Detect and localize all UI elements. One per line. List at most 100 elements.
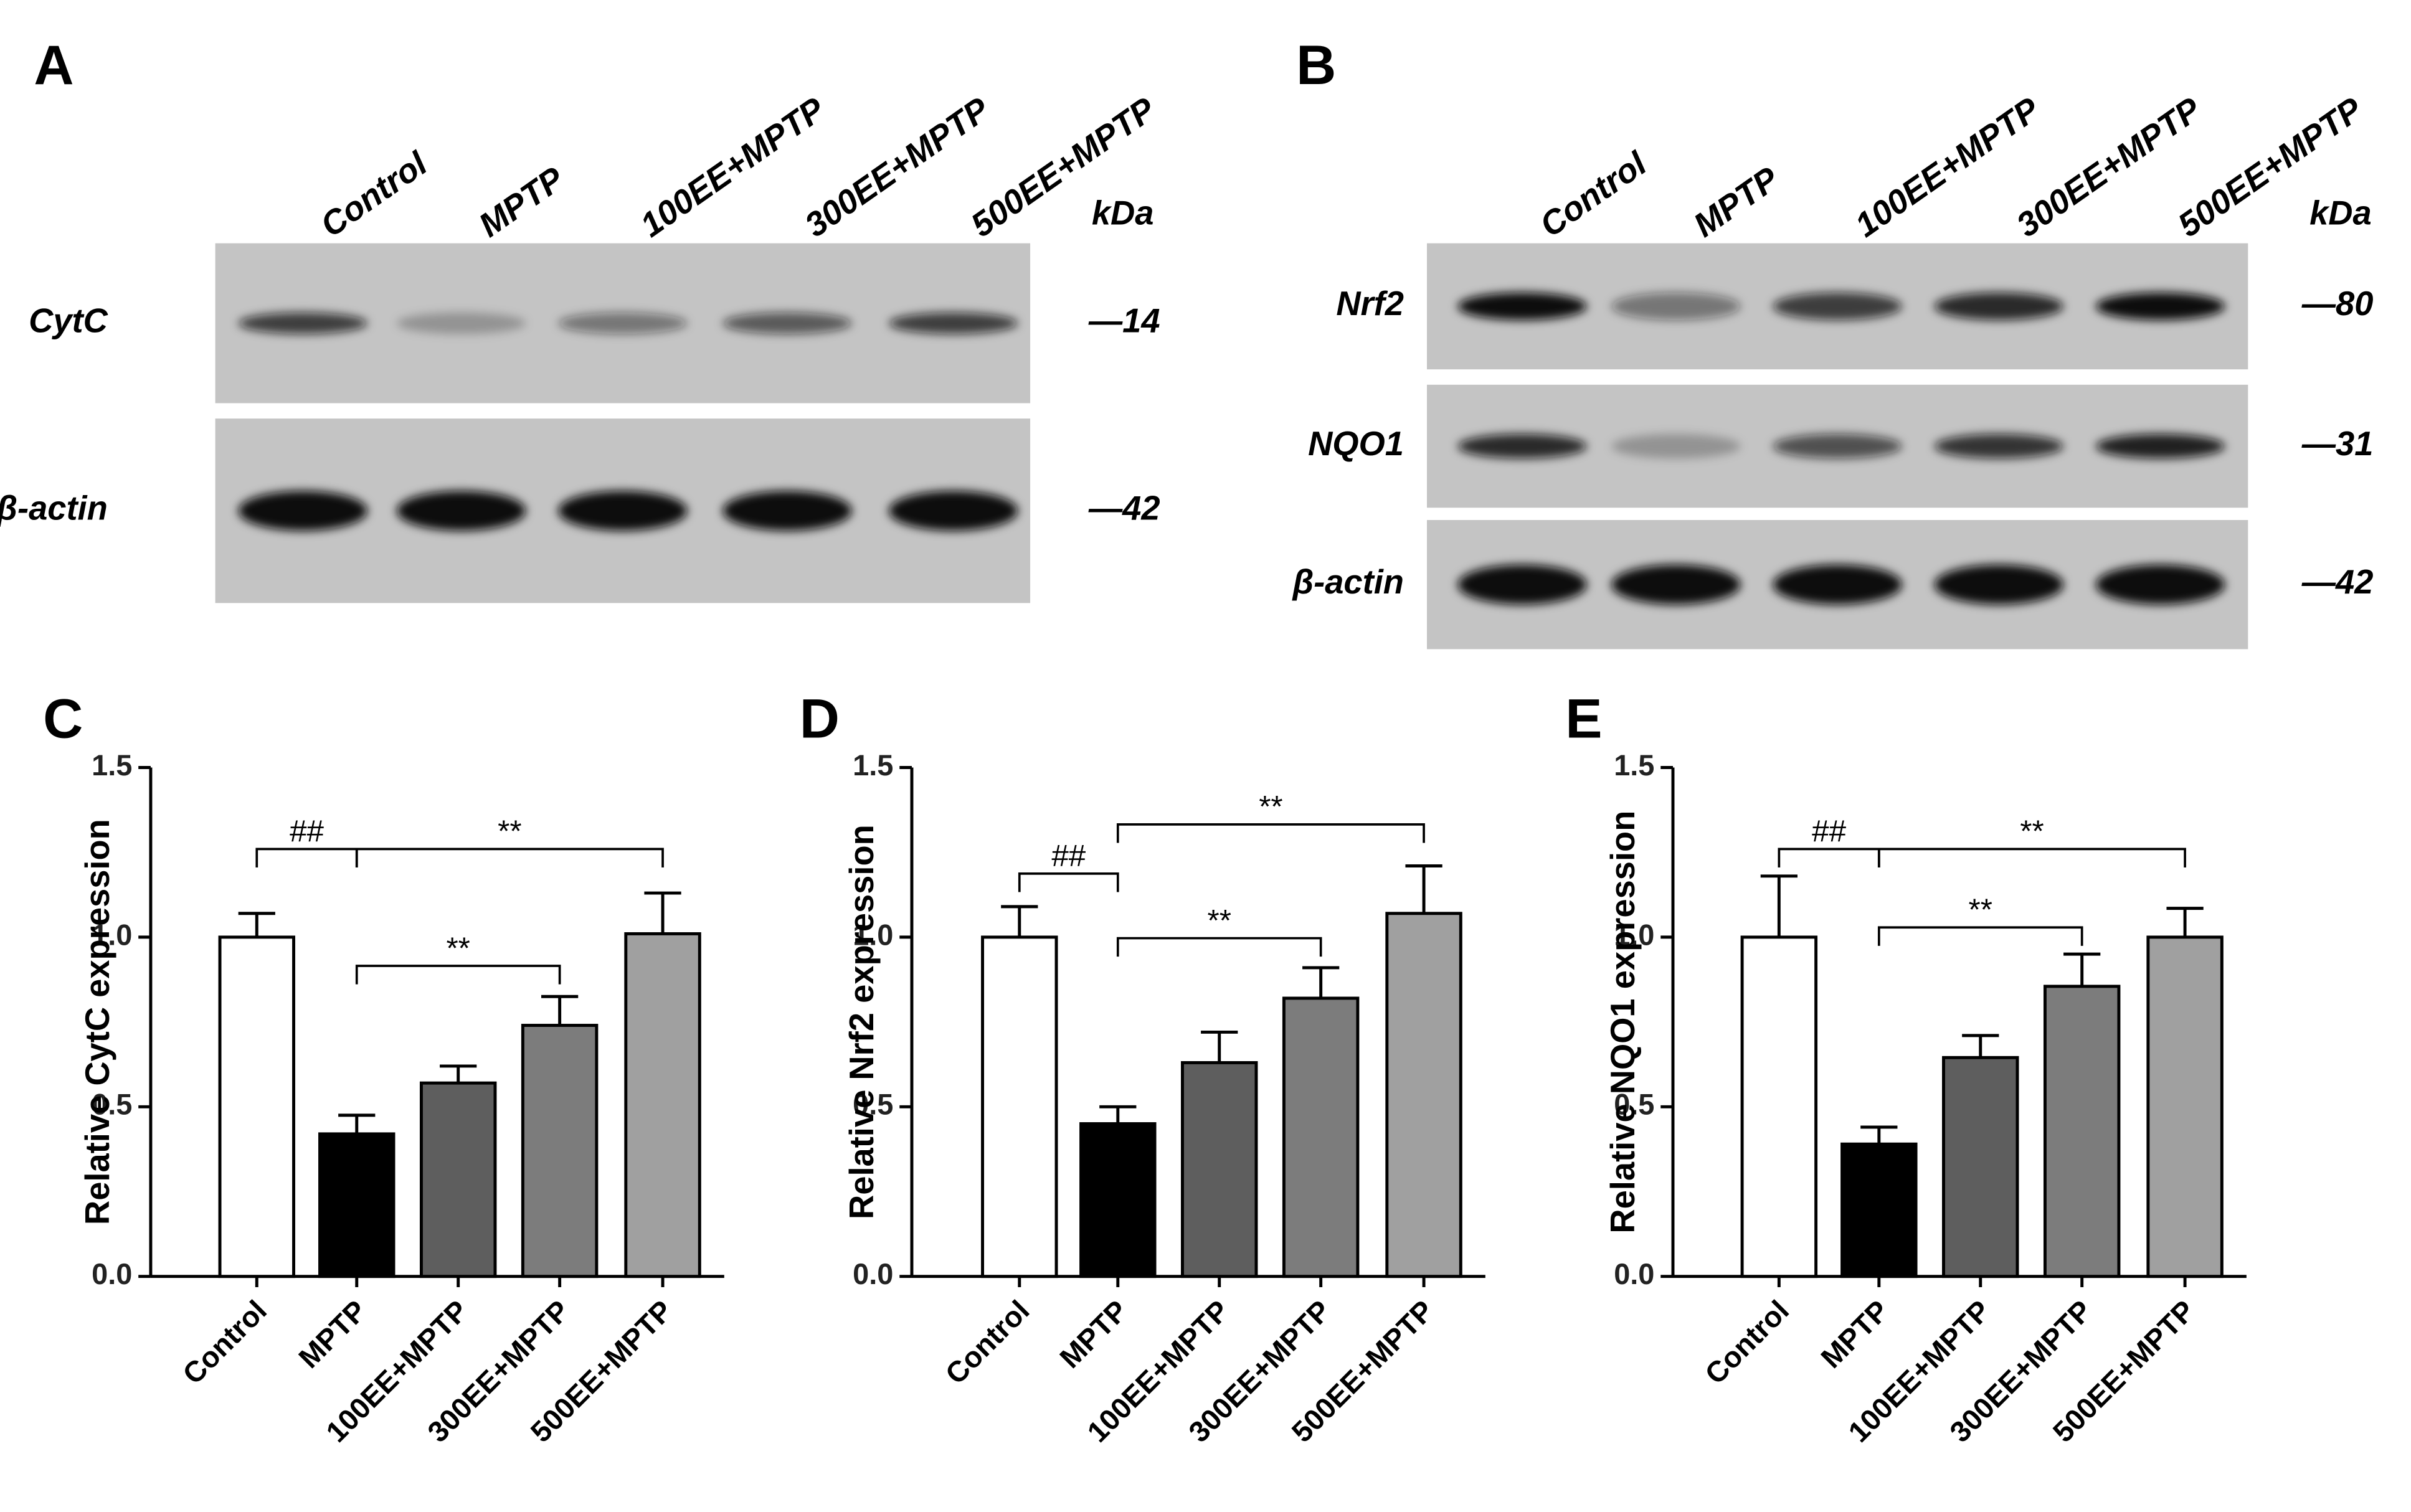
y-tick-label: 1.0 xyxy=(853,919,893,951)
significance-bracket xyxy=(355,848,664,867)
x-tick-label: MPTP xyxy=(1815,1294,1895,1374)
size-marker: —42 xyxy=(1088,489,1160,527)
significance-label: ** xyxy=(446,931,470,965)
blot-band xyxy=(558,312,688,334)
significance-bracket xyxy=(1877,926,2083,946)
significance-label: ** xyxy=(2020,815,2044,849)
bar xyxy=(218,935,295,1278)
significance-bracket xyxy=(255,848,358,867)
bar xyxy=(1181,1061,1258,1278)
blot-band xyxy=(1934,564,2064,605)
blot-band xyxy=(1611,292,1741,321)
x-tick-label: MPTP xyxy=(1054,1294,1134,1374)
y-axis-label: Relative Nrf2 expression xyxy=(843,825,881,1219)
blot-band xyxy=(1934,292,2064,321)
bar xyxy=(318,1132,396,1278)
significance-label: ## xyxy=(1812,815,1846,849)
blot-band xyxy=(722,312,852,334)
blot-band xyxy=(1773,564,1902,605)
blot-band xyxy=(888,491,1018,531)
panel-label: B xyxy=(1296,34,1336,96)
row-label: CytC xyxy=(29,301,108,339)
significance-label: ** xyxy=(1208,904,1231,938)
significance-label: ## xyxy=(1051,839,1086,873)
significance-bracket xyxy=(1116,823,1425,843)
bar xyxy=(981,935,1058,1278)
significance-bracket xyxy=(1877,848,2186,867)
lane-label: 300EE+MPTP xyxy=(798,90,997,245)
row-label: β-actin xyxy=(1291,563,1404,601)
bar xyxy=(1282,996,1360,1278)
bar xyxy=(2043,985,2121,1278)
blot-band xyxy=(1611,564,1741,605)
blot-band xyxy=(1457,564,1587,605)
bar xyxy=(1942,1056,2019,1278)
y-tick-label: 0.0 xyxy=(853,1258,893,1290)
blot-band xyxy=(396,491,526,531)
lane-label: Control xyxy=(1533,144,1654,245)
y-axis-label: Relative CytC expression xyxy=(78,819,116,1225)
y-tick-label: 0.0 xyxy=(1614,1258,1654,1290)
x-tick-label: Control xyxy=(1698,1294,1795,1391)
lane-label: 100EE+MPTP xyxy=(633,90,832,245)
size-marker: —80 xyxy=(2301,285,2374,323)
y-tick-label: 1.5 xyxy=(853,749,893,782)
significance-label: ** xyxy=(1969,893,1992,927)
blot-band xyxy=(1457,292,1587,321)
x-tick-label: Control xyxy=(176,1294,273,1391)
blot-band xyxy=(1457,433,1587,459)
lane-label: Control xyxy=(313,144,435,245)
row-label: Nrf2 xyxy=(1336,285,1404,323)
blot-band xyxy=(722,491,852,531)
size-marker: —31 xyxy=(2301,425,2374,463)
blot-band xyxy=(1611,433,1741,459)
blot-band xyxy=(238,491,368,531)
y-tick-label: 0.5 xyxy=(853,1089,893,1121)
size-marker: —42 xyxy=(2301,563,2374,601)
bar xyxy=(1385,912,1462,1278)
blot-band xyxy=(1773,292,1902,321)
unit-label: kDa xyxy=(2309,194,2372,232)
blot-band xyxy=(2095,292,2225,321)
bar xyxy=(624,932,701,1278)
significance-bracket xyxy=(1778,848,1880,867)
significance-label: ** xyxy=(1259,790,1282,824)
blot-band xyxy=(558,491,688,531)
y-tick-label: 1.0 xyxy=(92,919,132,951)
row-label: β-actin xyxy=(0,489,108,527)
y-tick-label: 0.5 xyxy=(92,1089,132,1121)
significance-bracket xyxy=(1116,937,1322,957)
y-tick-label: 1.0 xyxy=(1614,919,1654,951)
blot-band xyxy=(396,312,526,334)
y-axis-label: Relative NQO1 expression xyxy=(1604,811,1642,1234)
blot-band xyxy=(238,312,368,334)
bar xyxy=(521,1024,599,1278)
unit-label: kDa xyxy=(1092,194,1154,232)
significance-bracket xyxy=(355,965,561,985)
y-tick-label: 1.5 xyxy=(92,749,132,782)
lane-label: MPTP xyxy=(472,159,571,245)
size-marker: —14 xyxy=(1088,301,1160,339)
x-tick-label: Control xyxy=(939,1294,1036,1391)
blot-band xyxy=(2095,564,2225,605)
bar xyxy=(1740,935,1818,1278)
blot-band xyxy=(1773,433,1902,459)
bar xyxy=(1079,1122,1157,1278)
panel-label: C xyxy=(43,687,83,749)
significance-bracket xyxy=(1018,872,1119,892)
y-tick-label: 0.5 xyxy=(1614,1089,1654,1121)
blot-band xyxy=(888,312,1018,334)
significance-label: ** xyxy=(498,815,521,849)
panel-label: D xyxy=(800,687,840,749)
blot-band xyxy=(1934,433,2064,459)
x-tick-label: MPTP xyxy=(293,1294,373,1374)
blot-band xyxy=(2095,433,2225,459)
bar xyxy=(1840,1142,1918,1278)
bar xyxy=(419,1081,497,1278)
lane-label: MPTP xyxy=(1687,159,1786,245)
bar xyxy=(2146,935,2224,1278)
significance-label: ## xyxy=(290,815,324,849)
panel-label: A xyxy=(34,34,73,96)
